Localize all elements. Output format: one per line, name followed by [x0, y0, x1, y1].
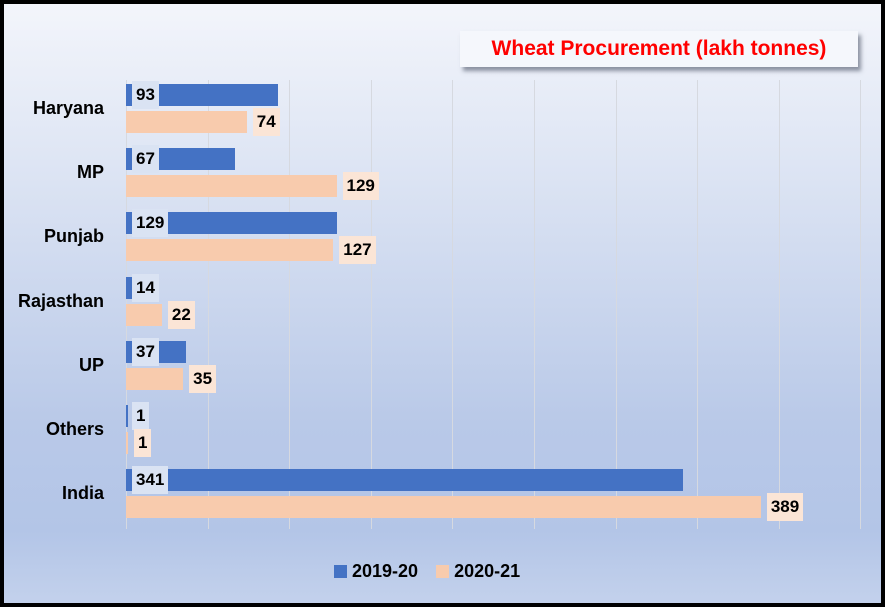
- data-label: 389: [766, 493, 804, 522]
- data-label: 22: [167, 300, 195, 329]
- data-label: 74: [252, 108, 280, 136]
- category-label: Rajasthan: [17, 290, 104, 311]
- category-label: India: [61, 483, 104, 504]
- gridline: [534, 80, 535, 529]
- legend-item-2020-21: 2020-21: [436, 561, 520, 582]
- data-label: 127: [339, 236, 376, 265]
- bar-2020-21: [126, 432, 128, 454]
- bar-2020-21: [126, 367, 184, 390]
- legend-item-2019-20: 2019-20: [334, 561, 418, 582]
- bar-2019-20: [126, 84, 278, 106]
- data-label: 129: [132, 209, 169, 238]
- chart-title-box: Wheat Procurement (lakh tonnes): [460, 31, 858, 67]
- bar-2020-21: [126, 239, 334, 262]
- gridline: [860, 80, 862, 529]
- legend-swatch-2019-20: [334, 565, 347, 578]
- bar-2020-21: [126, 111, 247, 133]
- gridline: [370, 80, 372, 529]
- category-label: UP: [78, 354, 104, 375]
- legend-swatch-2020-21: [436, 565, 450, 578]
- bar-2019-20: [126, 212, 337, 235]
- gridline: [778, 80, 780, 529]
- data-label: 1: [134, 429, 152, 457]
- chart-title: Wheat Procurement (lakh tonnes): [491, 37, 827, 60]
- chart-area: Wheat Procurement (lakh tonnes) Haryana 9…: [4, 4, 881, 603]
- bar-2019-20: [126, 469, 683, 492]
- bar-2020-21: [126, 303, 162, 326]
- gridline: [289, 80, 291, 529]
- category-label: Punjab: [43, 226, 104, 247]
- data-label: 67: [132, 145, 159, 174]
- data-label: 37: [132, 337, 159, 366]
- gridline: [207, 80, 209, 529]
- bar-2020-21: [126, 496, 761, 519]
- bar-2020-21: [126, 175, 337, 198]
- gridline: [615, 80, 617, 529]
- legend-label: 2020-21: [454, 561, 521, 581]
- data-label: 129: [342, 172, 379, 201]
- data-label: 341: [132, 466, 169, 495]
- gridline: [697, 80, 699, 529]
- data-label: 1: [132, 402, 150, 430]
- data-label: 35: [189, 364, 217, 393]
- category-label: MP: [77, 162, 104, 183]
- data-label: 93: [132, 81, 159, 109]
- bar-2019-20: [126, 405, 128, 427]
- legend: 2019-20 2020-21: [334, 561, 520, 582]
- data-label: 14: [132, 273, 159, 302]
- category-label: Haryana: [32, 98, 104, 118]
- category-label: Others: [45, 419, 104, 439]
- gridline: [452, 80, 454, 529]
- legend-label: 2019-20: [352, 561, 419, 581]
